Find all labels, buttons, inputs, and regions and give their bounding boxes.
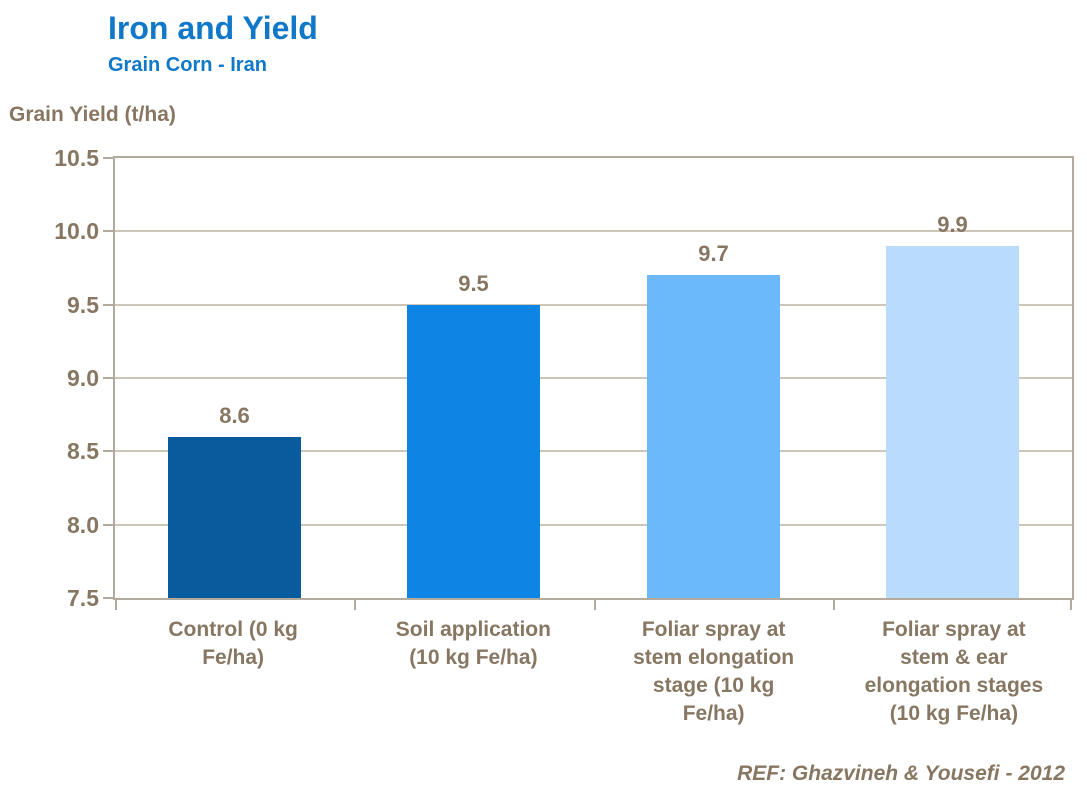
category-label-text: Foliar spray at stem & ear elongation st… — [864, 618, 1044, 725]
y-axis-tick — [103, 157, 115, 159]
chart-title: Iron and Yield — [108, 10, 318, 46]
category-label-text: Foliar spray at stem elongation stage (1… — [633, 618, 795, 725]
bar-value-label: 9.9 — [937, 212, 968, 237]
x-axis-tick — [594, 598, 596, 610]
bar-4 — [886, 246, 1019, 598]
category-label-text: Control (0 kg Fe/ha) — [168, 618, 298, 669]
gridline — [115, 377, 1072, 379]
y-axis-tick — [103, 304, 115, 306]
bar-2 — [407, 305, 540, 598]
category-label-4: Foliar spray at stem & ear elongation st… — [834, 616, 1074, 728]
y-axis-tick-label: 7.5 — [67, 585, 99, 611]
y-axis-tick-label: 9.5 — [67, 292, 99, 318]
y-axis-tick-label: 10.0 — [54, 218, 99, 244]
reference-note: REF: Ghazvineh & Yousefi - 2012 — [737, 762, 1065, 785]
y-axis-tick — [103, 450, 115, 452]
y-axis-tick-label: 10.5 — [54, 145, 99, 171]
y-axis-tick-label: 9.0 — [67, 365, 99, 391]
y-axis-tick — [103, 377, 115, 379]
gridline — [115, 230, 1072, 232]
bar-value-label: 9.5 — [458, 271, 489, 296]
plot-area: 10.5 10.0 9.5 9.0 8.5 8.0 7.5 8.6 9.5 9.7 9.9 — [54, 145, 1074, 611]
category-label-1: Control (0 kg Fe/ha) — [113, 616, 353, 728]
chart-subtitle: Grain Corn - Iran — [108, 54, 267, 76]
x-axis-tick — [115, 598, 117, 610]
gridline — [115, 450, 1072, 452]
y-axis-title: Grain Yield (t/ha) — [9, 103, 176, 126]
gridline — [115, 524, 1072, 526]
bar-value-label: 8.6 — [219, 403, 250, 428]
category-label-text: Soil application (10 kg Fe/ha) — [395, 618, 551, 669]
y-axis-tick — [103, 230, 115, 232]
x-axis-tick — [1070, 598, 1072, 610]
bar-value-label: 9.7 — [698, 241, 729, 266]
y-axis-tick — [103, 597, 115, 599]
bar-1 — [168, 437, 301, 598]
category-label-3: Foliar spray at stem elongation stage (1… — [594, 616, 834, 728]
y-axis-tick-label: 8.5 — [67, 438, 99, 464]
x-axis-tick — [833, 598, 835, 610]
x-axis-tick — [354, 598, 356, 610]
y-axis-tick — [103, 524, 115, 526]
y-axis-tick-label: 8.0 — [67, 512, 99, 538]
category-label-2: Soil application (10 kg Fe/ha) — [353, 616, 593, 728]
gridline — [115, 304, 1072, 306]
bar-3 — [647, 275, 780, 598]
x-axis-category-labels: Control (0 kg Fe/ha) Soil application (10… — [113, 616, 1074, 728]
